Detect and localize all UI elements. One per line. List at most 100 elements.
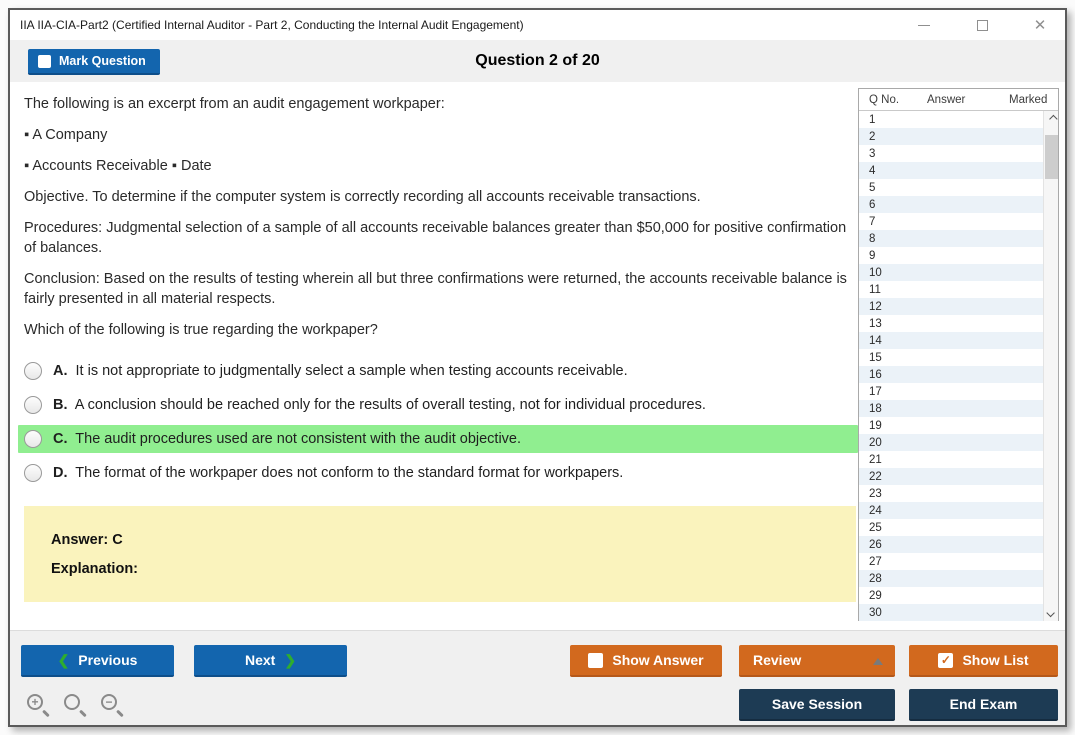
previous-label: Previous xyxy=(78,652,138,668)
question-list-row[interactable]: 20 xyxy=(859,434,1058,451)
question-list-row[interactable]: 22 xyxy=(859,468,1058,485)
question-list-row[interactable]: 18 xyxy=(859,400,1058,417)
cell-q: 10 xyxy=(869,266,882,279)
cell-q: 12 xyxy=(869,300,882,313)
question-list-row[interactable]: 28 xyxy=(859,570,1058,587)
header-marked: Marked xyxy=(1009,93,1048,106)
mark-question-checkbox-icon xyxy=(38,54,51,68)
show-list-label: Show List xyxy=(962,652,1029,668)
answer-value: Answer: C xyxy=(51,532,123,548)
maximize-icon xyxy=(976,19,988,31)
show-answer-label: Show Answer xyxy=(612,652,704,668)
cell-q: 23 xyxy=(869,487,882,500)
option-row[interactable]: D. The format of the workpaper does not … xyxy=(18,459,858,487)
cell-q: 25 xyxy=(869,521,882,534)
question-list-row[interactable]: 5 xyxy=(859,179,1058,196)
option-row[interactable]: A. It is not appropriate to judgmentally… xyxy=(18,357,858,385)
save-session-button[interactable]: Save Session xyxy=(739,689,895,721)
question-list-row[interactable]: 15 xyxy=(859,349,1058,366)
radio-button[interactable] xyxy=(24,464,42,482)
question-list-row[interactable]: 7 xyxy=(859,213,1058,230)
question-list-row[interactable]: 14 xyxy=(859,332,1058,349)
question-list-row[interactable]: 17 xyxy=(859,383,1058,400)
cell-q: 30 xyxy=(869,606,882,619)
question-list-body: 1 2 3 4 5 6 7 8 9 10 11 12 13 14 15 16 17 18 19 20 21 22 23 24 2… xyxy=(859,111,1058,621)
cell-q: 9 xyxy=(869,249,876,262)
question-list-row[interactable]: 16 xyxy=(859,366,1058,383)
question-list-row[interactable]: 26 xyxy=(859,536,1058,553)
zoom-out-icon[interactable]: − xyxy=(100,693,126,719)
question-list-row[interactable]: 21 xyxy=(859,451,1058,468)
show-answer-button[interactable]: Show Answer xyxy=(570,645,722,677)
end-exam-label: End Exam xyxy=(949,696,1018,712)
radio-button[interactable] xyxy=(24,396,42,414)
question-list-row[interactable]: 25 xyxy=(859,519,1058,536)
mark-question-label: Mark Question xyxy=(59,54,146,68)
cell-q: 14 xyxy=(869,334,882,347)
question-list-row[interactable]: 10 xyxy=(859,264,1058,281)
question-list-row[interactable]: 4 xyxy=(859,162,1058,179)
titlebar: IIA IIA-CIA-Part2 (Certified Internal Au… xyxy=(10,10,1065,40)
cell-q: 7 xyxy=(869,215,876,228)
question-stem-line: ▪ A Company xyxy=(24,127,108,143)
radio-button[interactable] xyxy=(24,430,42,448)
minimize-button[interactable] xyxy=(913,14,935,36)
minimize-icon xyxy=(918,24,930,26)
scrollbar[interactable] xyxy=(1043,111,1058,621)
question-stem-line: The following is an excerpt from an audi… xyxy=(24,96,445,112)
question-list-row[interactable]: 29 xyxy=(859,587,1058,604)
maximize-button[interactable] xyxy=(971,14,993,36)
exam-window: IIA IIA-CIA-Part2 (Certified Internal Au… xyxy=(8,8,1067,727)
mark-question-button[interactable]: Mark Question xyxy=(28,49,160,75)
review-dropdown-button[interactable]: Review xyxy=(739,645,895,677)
question-list-row[interactable]: 9 xyxy=(859,247,1058,264)
question-list-row[interactable]: 8 xyxy=(859,230,1058,247)
next-button[interactable]: Next ❯ xyxy=(194,645,347,677)
cell-q: 28 xyxy=(869,572,882,585)
question-list-row[interactable]: 11 xyxy=(859,281,1058,298)
question-list-row[interactable]: 30 xyxy=(859,604,1058,621)
footer-bar: ❮ Previous Next ❯ Show Answer Review ✓ S… xyxy=(10,630,1065,725)
question-list-row[interactable]: 2 xyxy=(859,128,1058,145)
save-session-label: Save Session xyxy=(771,696,863,712)
close-button[interactable]: ✕ xyxy=(1033,16,1047,34)
scrollbar-thumb[interactable] xyxy=(1045,135,1058,179)
question-list-row[interactable]: 27 xyxy=(859,553,1058,570)
cell-q: 17 xyxy=(869,385,882,398)
review-label: Review xyxy=(753,652,802,668)
question-list-row[interactable]: 23 xyxy=(859,485,1058,502)
question-list-row[interactable]: 13 xyxy=(859,315,1058,332)
magnifier-icon[interactable] xyxy=(63,693,89,719)
scroll-up-icon[interactable] xyxy=(1044,111,1058,127)
question-list-row[interactable]: 3 xyxy=(859,145,1058,162)
header-qno: Q No. xyxy=(869,93,900,106)
zoom-in-icon[interactable]: + xyxy=(26,693,52,719)
chevron-left-icon: ❮ xyxy=(57,651,70,668)
question-list-row[interactable]: 6 xyxy=(859,196,1058,213)
previous-button[interactable]: ❮ Previous xyxy=(21,645,174,677)
option-row[interactable]: C. The audit procedures used are not con… xyxy=(18,425,858,453)
zoom-tools: + − xyxy=(26,693,126,719)
question-list-row[interactable]: 1 xyxy=(859,111,1058,128)
triangle-up-icon xyxy=(873,658,883,665)
cell-q: 21 xyxy=(869,453,882,466)
cell-q: 2 xyxy=(869,130,876,143)
cell-q: 8 xyxy=(869,232,876,245)
question-panel: The following is an excerpt from an audi… xyxy=(18,94,858,602)
scroll-down-icon[interactable] xyxy=(1044,605,1058,621)
question-list-row[interactable]: 19 xyxy=(859,417,1058,434)
end-exam-button[interactable]: End Exam xyxy=(909,689,1058,721)
option-text: D. The format of the workpaper does not … xyxy=(53,465,624,481)
question-stem-line: ▪ Accounts Receivable ▪ Date xyxy=(24,158,212,174)
option-row[interactable]: B. A conclusion should be reached only f… xyxy=(18,391,858,419)
checkmark-icon: ✓ xyxy=(940,653,951,667)
cell-q: 3 xyxy=(869,147,876,160)
question-list-row[interactable]: 24 xyxy=(859,502,1058,519)
chevron-right-icon: ❯ xyxy=(284,651,297,668)
cell-q: 19 xyxy=(869,419,882,432)
radio-button[interactable] xyxy=(24,362,42,380)
window-title: IIA IIA-CIA-Part2 (Certified Internal Au… xyxy=(20,18,524,32)
window-controls: ✕ xyxy=(913,10,1051,40)
show-list-button[interactable]: ✓ Show List xyxy=(909,645,1058,677)
question-list-row[interactable]: 12 xyxy=(859,298,1058,315)
